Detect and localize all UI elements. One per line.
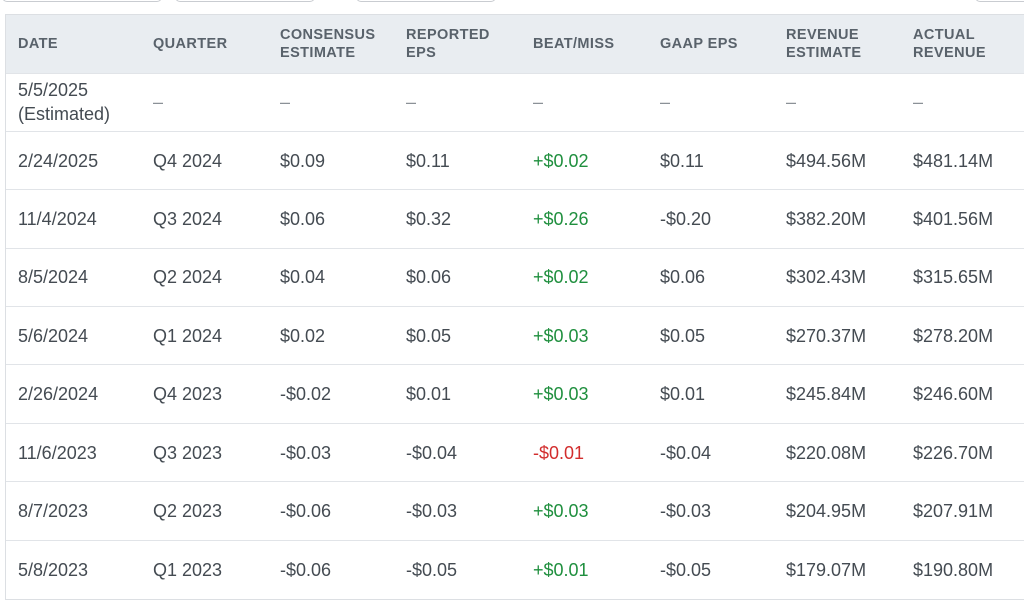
actual-revenue-cell: $315.65M: [913, 267, 994, 288]
revenue-estimate-cell: $270.37M: [786, 325, 867, 346]
date-cell: 2/26/2024: [18, 384, 99, 405]
table-row: 8/5/2024 Q2 2024 $0.04 $0.06 +$0.02 $0.06 $302…: [6, 248, 1024, 306]
quarter-cell: Q3 2023: [153, 442, 223, 463]
filter-control-3[interactable]: [356, 0, 496, 2]
quarter-cell: Q1 2024: [153, 325, 223, 346]
table-row: 8/7/2023 Q2 2023 -$0.06 -$0.03 +$0.03 -$0.03 $…: [6, 481, 1024, 540]
gaap-eps-cell: $0.06: [660, 267, 706, 288]
revenue-estimate-cell: –: [786, 92, 797, 113]
gaap-eps-cell: –: [660, 92, 671, 113]
table-row: 2/24/2025 Q4 2024 $0.09 $0.11 +$0.02 $0.11 $49…: [6, 131, 1024, 189]
actual-revenue-cell: $226.70M: [913, 442, 994, 463]
filter-control-2[interactable]: [175, 0, 315, 2]
reported-eps-cell: -$0.05: [406, 559, 458, 580]
column-header-quarter[interactable]: QUARTER: [153, 35, 228, 52]
reported-eps-cell: -$0.04: [406, 442, 458, 463]
consensus-estimate-cell: –: [280, 92, 291, 113]
beat-miss-cell: +$0.26: [533, 208, 589, 229]
actual-revenue-cell: $401.56M: [913, 208, 994, 229]
gaap-eps-cell: $0.11: [660, 150, 704, 171]
filter-control-4[interactable]: [975, 0, 1024, 2]
consensus-estimate-cell: -$0.02: [280, 384, 332, 405]
reported-eps-cell: –: [406, 92, 417, 113]
consensus-estimate-cell: $0.02: [280, 325, 326, 346]
date-cell: 5/5/2025 (Estimated): [18, 80, 111, 125]
beat-miss-cell: –: [533, 92, 544, 113]
actual-revenue-cell: –: [913, 92, 924, 113]
column-header-reported-eps[interactable]: REPORTED EPS: [406, 26, 490, 61]
revenue-estimate-cell: $245.84M: [786, 384, 867, 405]
column-header-actual-revenue[interactable]: ACTUAL REVENUE: [913, 26, 986, 61]
beat-miss-cell: -$0.01: [533, 442, 585, 463]
reported-eps-cell: $0.32: [406, 208, 452, 229]
gaap-eps-cell: -$0.04: [660, 442, 712, 463]
beat-miss-cell: +$0.03: [533, 325, 589, 346]
date-cell: 2/24/2025: [18, 150, 99, 171]
reported-eps-cell: $0.11: [406, 150, 450, 171]
quarter-cell: Q2 2024: [153, 267, 223, 288]
beat-miss-cell: +$0.02: [533, 267, 589, 288]
earnings-table: DATE QUARTER CONSENSUS ESTIMATE REPORTED…: [6, 15, 1024, 599]
beat-miss-cell: +$0.03: [533, 384, 589, 405]
date-cell: 11/4/2024: [18, 208, 97, 229]
actual-revenue-cell: $278.20M: [913, 325, 994, 346]
earnings-history-table: DATE QUARTER CONSENSUS ESTIMATE REPORTED…: [5, 14, 1024, 600]
table-row: 11/6/2023 Q3 2023 -$0.03 -$0.04 -$0.01 -$0.04…: [6, 423, 1024, 481]
actual-revenue-cell: $207.91M: [913, 500, 994, 521]
consensus-estimate-cell: $0.06: [280, 208, 326, 229]
revenue-estimate-cell: $220.08M: [786, 442, 867, 463]
consensus-estimate-cell: -$0.06: [280, 559, 332, 580]
actual-revenue-cell: $246.60M: [913, 384, 994, 405]
gaap-eps-cell: $0.01: [660, 384, 706, 405]
table-row: 2/26/2024 Q4 2023 -$0.02 $0.01 +$0.03 $0.01 $2…: [6, 364, 1024, 423]
reported-eps-cell: $0.01: [406, 384, 452, 405]
actual-revenue-cell: $481.14M: [913, 150, 994, 171]
revenue-estimate-cell: $382.20M: [786, 208, 867, 229]
column-header-date[interactable]: DATE: [18, 35, 58, 52]
reported-eps-cell: -$0.03: [406, 500, 458, 521]
date-cell: 8/7/2023: [18, 500, 89, 521]
revenue-estimate-cell: $494.56M: [786, 150, 867, 171]
quarter-cell: Q3 2024: [153, 208, 223, 229]
gaap-eps-cell: -$0.20: [660, 208, 712, 229]
date-cell: 11/6/2023: [18, 442, 97, 463]
quarter-cell: Q4 2023: [153, 384, 223, 405]
column-header-gaap-eps[interactable]: GAAP EPS: [660, 35, 738, 52]
revenue-estimate-cell: $204.95M: [786, 500, 867, 521]
consensus-estimate-cell: -$0.03: [280, 442, 332, 463]
table-header-row: DATE QUARTER CONSENSUS ESTIMATE REPORTED…: [6, 15, 1024, 73]
gaap-eps-cell: $0.05: [660, 325, 706, 346]
table-row: 5/5/2025 (Estimated) – – – – – – –: [6, 73, 1024, 131]
consensus-estimate-cell: $0.04: [280, 267, 326, 288]
date-cell: 5/8/2023: [18, 559, 89, 580]
beat-miss-cell: +$0.03: [533, 500, 589, 521]
reported-eps-cell: $0.05: [406, 325, 452, 346]
consensus-estimate-cell: -$0.06: [280, 500, 332, 521]
revenue-estimate-cell: $302.43M: [786, 267, 867, 288]
revenue-estimate-cell: $179.07M: [786, 559, 867, 580]
gaap-eps-cell: -$0.05: [660, 559, 712, 580]
table-row: 11/4/2024 Q3 2024 $0.06 $0.32 +$0.26 -$0.20 $3…: [6, 189, 1024, 248]
quarter-cell: –: [153, 92, 164, 113]
column-header-revenue-estimate[interactable]: REVENUE ESTIMATE: [786, 26, 862, 61]
beat-miss-cell: +$0.01: [533, 559, 589, 580]
column-header-beat-miss[interactable]: BEAT/MISS: [533, 35, 615, 52]
gaap-eps-cell: -$0.03: [660, 500, 712, 521]
reported-eps-cell: $0.06: [406, 267, 452, 288]
consensus-estimate-cell: $0.09: [280, 150, 326, 171]
actual-revenue-cell: $190.80M: [913, 559, 994, 580]
quarter-cell: Q2 2023: [153, 500, 223, 521]
table-row: 5/8/2023 Q1 2023 -$0.06 -$0.05 +$0.01 -$0.05 $…: [6, 540, 1024, 598]
quarter-cell: Q4 2024: [153, 150, 223, 171]
date-cell: 8/5/2024: [18, 267, 89, 288]
filter-control-1[interactable]: [2, 0, 162, 2]
quarter-cell: Q1 2023: [153, 559, 223, 580]
table-body: 5/5/2025 (Estimated) – – – – – – – 2/24/2025 Q4 2…: [6, 73, 1024, 599]
column-header-consensus-estimate[interactable]: CONSENSUS ESTIMATE: [280, 26, 376, 61]
table-row: 5/6/2024 Q1 2024 $0.02 $0.05 +$0.03 $0.05 $270…: [6, 306, 1024, 365]
beat-miss-cell: +$0.02: [533, 150, 589, 171]
date-cell: 5/6/2024: [18, 325, 89, 346]
